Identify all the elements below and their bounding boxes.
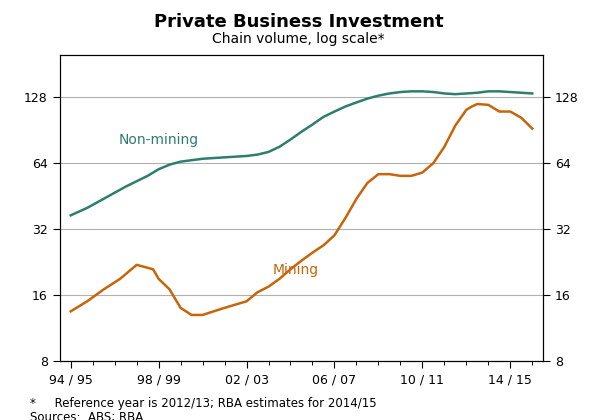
Text: Mining: Mining bbox=[273, 263, 319, 277]
Text: Chain volume, log scale*: Chain volume, log scale* bbox=[212, 32, 385, 45]
Text: Sources:  ABS; RBA: Sources: ABS; RBA bbox=[30, 411, 143, 420]
Text: Private Business Investment: Private Business Investment bbox=[153, 13, 444, 31]
Text: *     Reference year is 2012/13; RBA estimates for 2014/15: * Reference year is 2012/13; RBA estimat… bbox=[30, 397, 377, 410]
Text: Non-mining: Non-mining bbox=[119, 133, 199, 147]
